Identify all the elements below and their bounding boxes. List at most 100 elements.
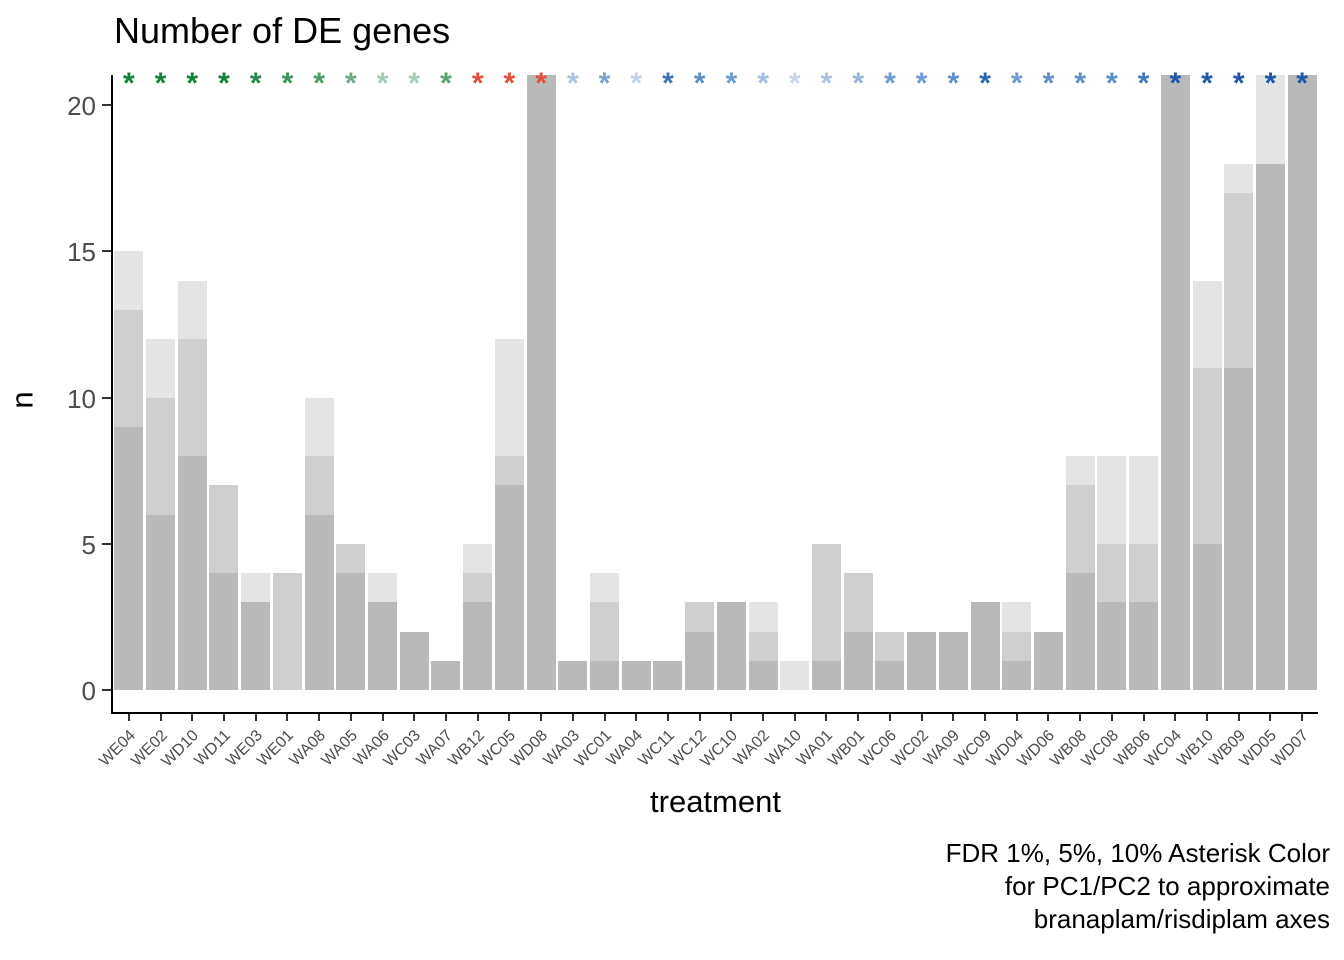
- asterisk-WA07: *: [440, 67, 452, 100]
- asterisk-WC06: *: [884, 67, 896, 100]
- asterisk-WC02: *: [915, 67, 928, 100]
- x-tick-mark-WC03: [413, 714, 416, 721]
- y-axis-title: n: [4, 391, 40, 409]
- y-tick-mark-5: [102, 542, 111, 545]
- bar-WC09-fdr1: [970, 602, 1000, 690]
- x-tick-mark-WE01: [286, 714, 289, 721]
- x-tick-mark-WD07: [1301, 714, 1304, 721]
- x-tick-mark-WA02: [762, 714, 765, 721]
- x-tick-mark-WC09: [984, 714, 987, 721]
- bar-WE01-fdr5: [272, 573, 302, 690]
- asterisk-WD08: *: [535, 67, 547, 100]
- x-tick-mark-WD10: [191, 714, 194, 721]
- x-tick-mark-WA10: [793, 714, 796, 721]
- asterisk-WA01: *: [820, 67, 833, 100]
- x-tick-mark-WA04: [635, 714, 638, 721]
- asterisk-WC05: *: [503, 67, 516, 100]
- y-tick-label-0: 0: [81, 676, 96, 706]
- bar-WC06-fdr1: [875, 660, 905, 690]
- bar-WD06-fdr1: [1033, 631, 1063, 690]
- bar-WD07-fdr1: [1287, 75, 1317, 690]
- x-tick-mark-WA01: [825, 714, 828, 721]
- asterisk-WD06: *: [1042, 67, 1055, 100]
- x-tick-mark-WB12: [476, 714, 479, 721]
- asterisk-WC01: *: [598, 67, 611, 100]
- y-tick-label-20: 20: [67, 91, 96, 121]
- x-tick-mark-WC12: [698, 714, 701, 721]
- bar-WA07-fdr1: [431, 660, 461, 690]
- x-tick-mark-WB09: [1237, 714, 1240, 721]
- asterisk-WC10: *: [725, 67, 738, 100]
- asterisk-WA03: *: [566, 67, 579, 100]
- x-tick-mark-WE02: [159, 714, 162, 721]
- bar-WA02-fdr1: [748, 660, 778, 690]
- asterisk-WD05: *: [1264, 67, 1277, 100]
- y-tick-label-5: 5: [81, 529, 96, 560]
- asterisk-WC04: *: [1169, 67, 1182, 100]
- asterisk-WB06: *: [1137, 67, 1150, 100]
- bar-WB06-fdr1: [1129, 602, 1159, 690]
- caption-line-1: FDR 1%, 5%, 10% Asterisk Color: [945, 838, 1330, 868]
- bar-WB09-fdr1: [1224, 368, 1254, 690]
- asterisk-WC08: *: [1106, 67, 1118, 100]
- bar-WB10-fdr1: [1192, 543, 1222, 690]
- bar-WC08-fdr1: [1097, 602, 1127, 690]
- x-tick-mark-WC05: [508, 714, 511, 721]
- asterisk-WB10: *: [1201, 67, 1213, 100]
- asterisk-WC12: *: [693, 67, 706, 100]
- bar-WA04-fdr1: [621, 660, 651, 690]
- x-tick-mark-WD04: [1015, 714, 1018, 721]
- asterisk-WA06: *: [376, 67, 389, 100]
- y-tick-mark-20: [102, 104, 111, 106]
- asterisk-WA08: *: [313, 67, 325, 100]
- x-tick-mark-WC01: [603, 714, 606, 721]
- x-tick-mark-WB06: [1142, 714, 1145, 721]
- asterisk-WA05: *: [344, 67, 357, 100]
- asterisk-WE04: *: [123, 67, 135, 100]
- asterisk-WA02: *: [757, 67, 769, 100]
- asterisk-WC03: *: [408, 67, 421, 100]
- x-tick-mark-WC08: [1110, 714, 1113, 721]
- asterisk-WA09: *: [947, 67, 960, 100]
- chart-title: Number of DE genes: [114, 10, 451, 51]
- plot-panel: * WE04 * WE02 * WD10 * WD11 * WE03 * WE01 * WA08 * WA05…: [96, 69, 1318, 770]
- bar-WD08-fdr1: [526, 75, 556, 690]
- asterisk-WD07: *: [1296, 67, 1308, 100]
- x-tick-mark-WB08: [1079, 714, 1082, 721]
- bar-WA06-fdr1: [368, 602, 398, 690]
- bar-WC11-fdr1: [653, 660, 683, 690]
- bar-WC10-fdr1: [716, 602, 746, 690]
- bar-WC02-fdr1: [907, 631, 937, 690]
- y-tick-mark-0: [102, 689, 111, 691]
- bar-WA05-fdr1: [336, 573, 366, 690]
- asterisk-WD04: *: [1010, 67, 1023, 100]
- bar-WE03-fdr1: [241, 602, 271, 690]
- asterisk-WD10: *: [186, 67, 199, 100]
- x-tick-mark-WA07: [444, 714, 447, 721]
- x-tick-mark-WB01: [857, 714, 860, 721]
- x-tick-mark-WA06: [381, 714, 384, 721]
- x-tick-mark-WD08: [540, 714, 543, 721]
- asterisk-WE02: *: [154, 67, 167, 100]
- x-tick-mark-WC02: [920, 714, 923, 721]
- bar-WD04-fdr1: [1002, 660, 1032, 690]
- x-tick-mark-WC10: [730, 714, 733, 721]
- bar-WC04-fdr1: [1160, 75, 1190, 690]
- caption-line-2: for PC1/PC2 to approximate: [1004, 871, 1330, 901]
- caption: FDR 1%, 5%, 10% Asterisk Color for PC1/P…: [946, 837, 1330, 936]
- x-tick-mark-WA03: [571, 714, 574, 721]
- asterisk-WE01: *: [281, 67, 294, 100]
- caption-line-3: branaplam/risdiplam axes: [1033, 904, 1330, 934]
- y-tick-mark-15: [102, 250, 111, 253]
- bar-WA01-fdr1: [811, 660, 841, 690]
- x-tick-mark-WE04: [127, 714, 130, 721]
- y-tick-mark-10: [102, 396, 111, 399]
- x-tick-mark-WB10: [1206, 714, 1208, 721]
- asterisk-WE03: *: [249, 67, 262, 100]
- x-tick-mark-WA08: [318, 714, 321, 721]
- asterisk-WB12: *: [471, 67, 484, 100]
- asterisk-WC11: *: [662, 67, 674, 100]
- x-tick-mark-WD06: [1047, 714, 1050, 721]
- y-axis-line: [111, 75, 113, 714]
- x-tick-mark-WC06: [888, 714, 891, 721]
